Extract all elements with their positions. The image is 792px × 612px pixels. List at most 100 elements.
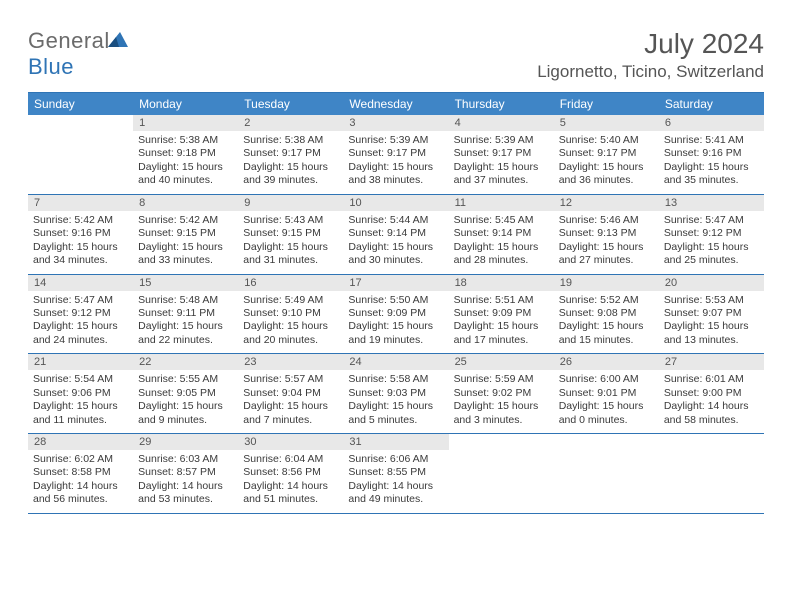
day-number: 21 xyxy=(28,354,133,370)
sunset-text: Sunset: 9:12 PM xyxy=(33,307,128,320)
day-number: 4 xyxy=(449,115,554,131)
daylight-text: Daylight: 15 hours and 7 minutes. xyxy=(243,400,338,427)
day-cell: Sunrise: 5:43 AMSunset: 9:15 PMDaylight:… xyxy=(238,211,343,274)
sunset-text: Sunset: 8:55 PM xyxy=(348,466,443,479)
day-cell: Sunrise: 6:00 AMSunset: 9:01 PMDaylight:… xyxy=(554,370,659,433)
day-cell xyxy=(449,450,554,513)
daylight-text: Daylight: 15 hours and 28 minutes. xyxy=(454,241,549,268)
sunrise-text: Sunrise: 5:39 AM xyxy=(454,134,549,147)
weeks-container: 123456Sunrise: 5:38 AMSunset: 9:18 PMDay… xyxy=(28,115,764,514)
day-cell: Sunrise: 5:47 AMSunset: 9:12 PMDaylight:… xyxy=(659,211,764,274)
day-cell xyxy=(659,450,764,513)
day-number xyxy=(28,115,133,131)
day-cell: Sunrise: 5:47 AMSunset: 9:12 PMDaylight:… xyxy=(28,291,133,354)
sunset-text: Sunset: 9:09 PM xyxy=(454,307,549,320)
day-number: 8 xyxy=(133,195,238,211)
day-number: 26 xyxy=(554,354,659,370)
daylight-text: Daylight: 15 hours and 0 minutes. xyxy=(559,400,654,427)
sunrise-text: Sunrise: 5:58 AM xyxy=(348,373,443,386)
daylight-text: Daylight: 15 hours and 24 minutes. xyxy=(33,320,128,347)
sunrise-text: Sunrise: 6:04 AM xyxy=(243,453,338,466)
sunrise-text: Sunrise: 5:59 AM xyxy=(454,373,549,386)
day-number: 20 xyxy=(659,275,764,291)
daylight-text: Daylight: 15 hours and 37 minutes. xyxy=(454,161,549,188)
sunrise-text: Sunrise: 6:06 AM xyxy=(348,453,443,466)
daylight-text: Daylight: 15 hours and 22 minutes. xyxy=(138,320,233,347)
daylight-text: Daylight: 14 hours and 56 minutes. xyxy=(33,480,128,507)
day-cell: Sunrise: 5:46 AMSunset: 9:13 PMDaylight:… xyxy=(554,211,659,274)
day-number: 16 xyxy=(238,275,343,291)
daylight-text: Daylight: 15 hours and 36 minutes. xyxy=(559,161,654,188)
sunrise-text: Sunrise: 5:42 AM xyxy=(33,214,128,227)
day-number: 19 xyxy=(554,275,659,291)
sunset-text: Sunset: 9:02 PM xyxy=(454,387,549,400)
daylight-text: Daylight: 14 hours and 53 minutes. xyxy=(138,480,233,507)
sunrise-text: Sunrise: 5:45 AM xyxy=(454,214,549,227)
logo: General Blue xyxy=(28,28,130,80)
week-row: Sunrise: 5:42 AMSunset: 9:16 PMDaylight:… xyxy=(28,211,764,275)
sunrise-text: Sunrise: 5:51 AM xyxy=(454,294,549,307)
day-number xyxy=(659,434,764,450)
sunrise-text: Sunrise: 5:47 AM xyxy=(33,294,128,307)
sunrise-text: Sunrise: 6:02 AM xyxy=(33,453,128,466)
daylight-text: Daylight: 15 hours and 19 minutes. xyxy=(348,320,443,347)
sunset-text: Sunset: 9:14 PM xyxy=(454,227,549,240)
daylight-text: Daylight: 15 hours and 5 minutes. xyxy=(348,400,443,427)
day-cell: Sunrise: 5:57 AMSunset: 9:04 PMDaylight:… xyxy=(238,370,343,433)
day-cell: Sunrise: 5:48 AMSunset: 9:11 PMDaylight:… xyxy=(133,291,238,354)
weekday-thursday: Thursday xyxy=(449,93,554,115)
day-cell: Sunrise: 5:54 AMSunset: 9:06 PMDaylight:… xyxy=(28,370,133,433)
day-number: 30 xyxy=(238,434,343,450)
sunrise-text: Sunrise: 5:57 AM xyxy=(243,373,338,386)
week-row: Sunrise: 5:47 AMSunset: 9:12 PMDaylight:… xyxy=(28,291,764,355)
day-number: 17 xyxy=(343,275,448,291)
daylight-text: Daylight: 15 hours and 17 minutes. xyxy=(454,320,549,347)
sunrise-text: Sunrise: 5:44 AM xyxy=(348,214,443,227)
calendar-page: General Blue July 2024 Ligornetto, Ticin… xyxy=(0,0,792,514)
sunset-text: Sunset: 9:14 PM xyxy=(348,227,443,240)
week-row: Sunrise: 6:02 AMSunset: 8:58 PMDaylight:… xyxy=(28,450,764,514)
logo-text-blue: Blue xyxy=(28,54,74,79)
weekday-monday: Monday xyxy=(133,93,238,115)
sunset-text: Sunset: 9:08 PM xyxy=(559,307,654,320)
day-cell: Sunrise: 5:59 AMSunset: 9:02 PMDaylight:… xyxy=(449,370,554,433)
day-number: 7 xyxy=(28,195,133,211)
sunrise-text: Sunrise: 6:00 AM xyxy=(559,373,654,386)
daylight-text: Daylight: 15 hours and 34 minutes. xyxy=(33,241,128,268)
sunrise-text: Sunrise: 5:38 AM xyxy=(243,134,338,147)
day-cell: Sunrise: 5:39 AMSunset: 9:17 PMDaylight:… xyxy=(449,131,554,194)
day-number-row: 123456 xyxy=(28,115,764,131)
sunrise-text: Sunrise: 5:40 AM xyxy=(559,134,654,147)
sunrise-text: Sunrise: 5:54 AM xyxy=(33,373,128,386)
day-number: 5 xyxy=(554,115,659,131)
sunset-text: Sunset: 9:17 PM xyxy=(559,147,654,160)
day-cell: Sunrise: 6:03 AMSunset: 8:57 PMDaylight:… xyxy=(133,450,238,513)
day-number-row: 14151617181920 xyxy=(28,275,764,291)
daylight-text: Daylight: 14 hours and 51 minutes. xyxy=(243,480,338,507)
sunset-text: Sunset: 9:05 PM xyxy=(138,387,233,400)
weekday-header-row: Sunday Monday Tuesday Wednesday Thursday… xyxy=(28,93,764,115)
daylight-text: Daylight: 15 hours and 25 minutes. xyxy=(664,241,759,268)
day-number: 11 xyxy=(449,195,554,211)
day-number: 10 xyxy=(343,195,448,211)
sunset-text: Sunset: 9:04 PM xyxy=(243,387,338,400)
location: Ligornetto, Ticino, Switzerland xyxy=(537,62,764,82)
sunset-text: Sunset: 9:13 PM xyxy=(559,227,654,240)
logo-sail-icon xyxy=(108,32,130,48)
sunset-text: Sunset: 9:17 PM xyxy=(454,147,549,160)
day-cell: Sunrise: 5:42 AMSunset: 9:15 PMDaylight:… xyxy=(133,211,238,274)
weekday-saturday: Saturday xyxy=(659,93,764,115)
logo-text-general: General xyxy=(28,28,110,53)
sunrise-text: Sunrise: 5:47 AM xyxy=(664,214,759,227)
day-cell: Sunrise: 5:58 AMSunset: 9:03 PMDaylight:… xyxy=(343,370,448,433)
daylight-text: Daylight: 15 hours and 40 minutes. xyxy=(138,161,233,188)
weekday-friday: Friday xyxy=(554,93,659,115)
daylight-text: Daylight: 15 hours and 30 minutes. xyxy=(348,241,443,268)
month-title: July 2024 xyxy=(537,28,764,60)
sunset-text: Sunset: 9:18 PM xyxy=(138,147,233,160)
day-number: 3 xyxy=(343,115,448,131)
day-number: 27 xyxy=(659,354,764,370)
logo-text: General Blue xyxy=(28,28,130,80)
sunrise-text: Sunrise: 5:52 AM xyxy=(559,294,654,307)
title-block: July 2024 Ligornetto, Ticino, Switzerlan… xyxy=(537,28,764,82)
